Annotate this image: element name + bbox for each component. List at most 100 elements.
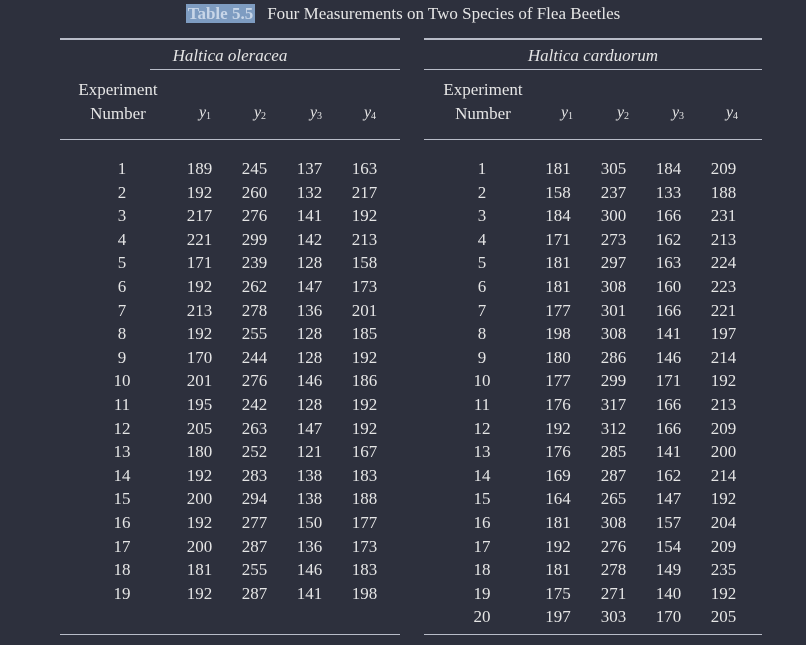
measurement-cell: 192 xyxy=(710,489,737,509)
experiment-number-cell: 7 xyxy=(477,300,487,320)
species-rule-left xyxy=(150,69,400,70)
measurement-cell: 192 xyxy=(545,418,571,438)
table-row: 15 164 265 147 192 xyxy=(434,487,751,511)
measurement-cell: 158 xyxy=(351,253,378,273)
table-caption: Four Measurements on Two Species of Flea… xyxy=(267,4,621,23)
measurement-cell: 183 xyxy=(351,465,378,485)
bottom-rule-right xyxy=(424,634,762,635)
measurement-cell: 263 xyxy=(241,418,268,438)
experiment-number-cell: 12 xyxy=(473,418,491,438)
var-header-y1-right: y1 xyxy=(560,104,574,122)
measurement-cell: 176 xyxy=(545,442,571,462)
measurement-cell: 283 xyxy=(241,465,268,485)
measurement-cell: 201 xyxy=(186,371,213,391)
measurement-cell: 173 xyxy=(351,276,378,296)
measurement-cell: 242 xyxy=(241,394,268,414)
measurement-cell: 185 xyxy=(351,324,378,344)
measurement-cell: 237 xyxy=(600,182,627,202)
table-row: 4 221 299 142 213 xyxy=(72,228,392,252)
measurement-cell: 213 xyxy=(351,229,378,249)
table-row: 9 170 244 128 192 xyxy=(72,346,392,370)
measurement-cell: 235 xyxy=(710,560,737,580)
measurement-cell: 181 xyxy=(545,159,571,178)
measurement-cell: 181 xyxy=(186,560,213,580)
experiment-number-cell: 6 xyxy=(117,276,127,296)
var-header-y4-left: y4 xyxy=(363,104,377,122)
table-row: 3 217 276 141 192 xyxy=(72,204,392,228)
measurement-cell: 192 xyxy=(186,512,213,532)
experiment-number-cell: 18 xyxy=(113,560,131,580)
measurement-cell: 171 xyxy=(186,253,213,273)
experiment-number-cell: 9 xyxy=(117,347,127,367)
measurement-cell: 299 xyxy=(600,371,627,391)
measurement-cell: 287 xyxy=(241,583,268,603)
measurement-cell: 177 xyxy=(351,512,378,532)
experiment-number-cell: 14 xyxy=(473,465,491,485)
measurement-cell: 231 xyxy=(710,206,737,226)
table-row: 14 169 287 162 214 xyxy=(434,464,751,488)
table-row: 5 171 239 128 158 xyxy=(72,251,392,275)
measurement-cell: 276 xyxy=(241,371,268,391)
measurement-cell: 244 xyxy=(241,347,268,367)
var-header-y1-left: y1 xyxy=(198,104,212,122)
measurement-cell: 287 xyxy=(241,536,268,556)
var-header-y3-right: y3 xyxy=(671,104,685,122)
table-row: 19 192 287 141 198 xyxy=(72,582,392,606)
measurement-cell: 177 xyxy=(545,300,571,320)
measurement-cell: 121 xyxy=(296,442,323,462)
var-header-y2-left: y2 xyxy=(253,104,267,122)
measurement-cell: 214 xyxy=(710,465,737,485)
table-row: 7 177 301 166 221 xyxy=(434,299,751,323)
measurement-cell: 142 xyxy=(296,229,323,249)
measurement-cell: 146 xyxy=(655,347,682,367)
measurement-cell: 128 xyxy=(296,324,323,344)
measurement-cell: 294 xyxy=(241,489,268,509)
experiment-header-right: Experiment Number xyxy=(433,78,533,126)
measurement-cell: 160 xyxy=(655,276,682,296)
measurement-cell: 180 xyxy=(186,442,213,462)
measurement-cell: 192 xyxy=(186,276,213,296)
measurement-cell: 273 xyxy=(600,229,627,249)
measurement-cell: 278 xyxy=(600,560,627,580)
measurement-cell: 167 xyxy=(351,442,378,462)
measurement-cell: 213 xyxy=(710,394,737,414)
measurement-cell: 158 xyxy=(545,182,571,202)
experiment-number-cell: 15 xyxy=(113,489,131,509)
measurement-cell: 181 xyxy=(545,253,571,273)
measurement-cell: 299 xyxy=(241,229,268,249)
table-row: 12 205 263 147 192 xyxy=(72,417,392,441)
measurement-cell: 255 xyxy=(241,324,268,344)
table-row: 11 176 317 166 213 xyxy=(434,393,751,417)
measurement-cell: 221 xyxy=(710,300,737,320)
measurement-cell: 201 xyxy=(351,300,378,320)
experiment-number-cell: 1 xyxy=(117,159,127,178)
experiment-number-cell: 14 xyxy=(113,465,131,485)
experiment-header-left: Experiment Number xyxy=(68,78,168,126)
top-rule-right xyxy=(424,38,762,40)
experiment-number-cell: 17 xyxy=(113,536,131,556)
measurement-cell: 128 xyxy=(296,347,323,367)
measurement-cell: 197 xyxy=(710,324,737,344)
measurement-cell: 308 xyxy=(600,276,627,296)
measurement-cell: 181 xyxy=(545,512,571,532)
measurement-cell: 209 xyxy=(710,159,737,178)
table-row: 16 181 308 157 204 xyxy=(434,511,751,535)
measurement-cell: 147 xyxy=(296,276,323,296)
table-body-right: 1 181 305 184 209 2 158 237 133 188 3 184 300 166 231 4… xyxy=(434,157,751,629)
measurement-cell: 128 xyxy=(296,394,323,414)
measurement-cell: 136 xyxy=(296,536,323,556)
table-label: Table 5.5 xyxy=(185,4,256,23)
measurement-cell: 133 xyxy=(655,182,682,202)
var-header-y4-right: y4 xyxy=(725,104,739,122)
table-row: 5 181 297 163 224 xyxy=(434,251,751,275)
measurement-cell: 138 xyxy=(296,489,323,509)
measurement-cell: 180 xyxy=(545,347,571,367)
experiment-number-cell: 5 xyxy=(477,253,487,273)
experiment-number-cell: 16 xyxy=(113,512,131,532)
measurement-cell: 286 xyxy=(600,347,627,367)
measurement-cell: 177 xyxy=(545,371,571,391)
measurement-cell: 171 xyxy=(655,371,682,391)
measurement-cell: 175 xyxy=(545,583,571,603)
experiment-number-cell: 13 xyxy=(113,442,131,462)
experiment-number-cell: 10 xyxy=(113,371,131,391)
